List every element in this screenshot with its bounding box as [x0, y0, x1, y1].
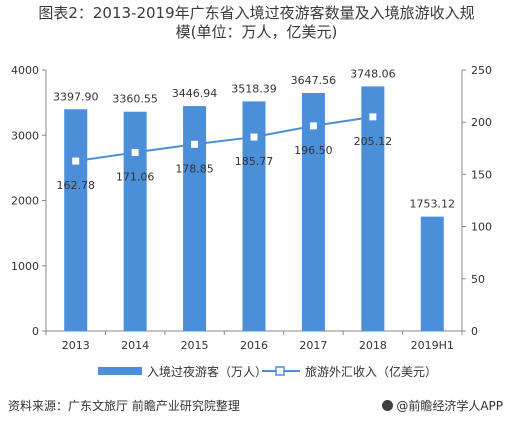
- line-value-label: 185.77: [235, 155, 274, 168]
- bar-value-label: 3748.06: [350, 67, 396, 80]
- bar: [361, 86, 385, 331]
- line-point: [309, 122, 317, 130]
- y-right-tick-label: 50: [471, 273, 485, 286]
- line-series-path: [75, 115, 374, 163]
- line-value-label: 178.85: [175, 162, 214, 175]
- y-left-tick-label: 2000: [11, 195, 39, 208]
- bar: [123, 111, 147, 331]
- y-left-tick-label: 3000: [11, 129, 39, 142]
- source-note: 资料来源：广东文旅厅 前瞻产业研究院整理: [8, 399, 240, 413]
- bar-value-label: 1753.12: [410, 198, 456, 211]
- bar-value-label: 3360.55: [112, 93, 158, 106]
- y-right-tick-label: 100: [471, 221, 492, 234]
- y-left-tick-label: 0: [32, 325, 39, 338]
- bar-value-label: 3446.94: [172, 87, 218, 100]
- chart-title-line1: 图表2：2013-2019年广东省入境过夜游客数量及入境旅游收入规: [38, 4, 475, 22]
- x-tick-label: 2016: [240, 339, 268, 352]
- bar-value-label: 3397.90: [53, 90, 99, 103]
- legend-bar-swatch: [98, 367, 142, 375]
- y-left-tick-label: 4000: [11, 64, 39, 77]
- line-point: [369, 113, 377, 121]
- chart-title: 图表2：2013-2019年广东省入境过夜游客数量及入境旅游收入规 模(单位：万…: [0, 4, 513, 42]
- x-tick-label: 2018: [359, 339, 387, 352]
- line-value-label: 196.50: [294, 144, 333, 157]
- line-point: [250, 133, 258, 141]
- bar: [183, 106, 207, 332]
- bar-value-label: 3647.56: [291, 74, 337, 87]
- bar: [301, 92, 325, 332]
- y-right-tick-label: 150: [471, 168, 492, 181]
- line-value-label: 205.12: [354, 135, 393, 148]
- legend-bar-label: 入境过夜游客（万人）: [147, 364, 267, 379]
- legend-line-label: 旅游外汇收入（亿美元）: [305, 364, 437, 379]
- x-tick-label: 2014: [121, 339, 149, 352]
- brand-credit: @前瞻经济学人APP: [382, 397, 503, 414]
- chart-title-line2: 模(单位：万人，亿美元): [175, 23, 338, 41]
- bar: [64, 109, 88, 332]
- brand-text: @前瞻经济学人APP: [396, 399, 503, 413]
- y-left-tick-label: 1000: [11, 260, 39, 273]
- line-point: [131, 148, 139, 156]
- brand-logo-icon: [382, 400, 394, 411]
- y-right-tick-label: 200: [471, 116, 492, 129]
- x-tick-label: 2019H1: [411, 339, 454, 352]
- line-value-label: 162.78: [56, 179, 95, 192]
- x-tick-label: 2015: [181, 339, 209, 352]
- bar: [242, 101, 266, 331]
- y-right-tick-label: 0: [471, 325, 478, 338]
- y-right-tick-label: 250: [471, 64, 492, 77]
- line-value-label: 171.06: [116, 170, 155, 183]
- x-tick-label: 2013: [62, 339, 90, 352]
- bar: [420, 216, 444, 331]
- bar-value-label: 3518.39: [231, 82, 277, 95]
- legend-line-marker: [275, 366, 285, 376]
- line-point: [72, 157, 80, 165]
- line-point: [191, 140, 199, 148]
- x-tick-label: 2017: [299, 339, 327, 352]
